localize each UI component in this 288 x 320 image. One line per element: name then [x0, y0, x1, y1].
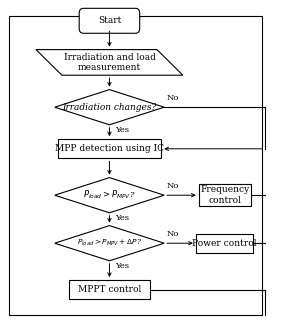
Text: No: No	[167, 94, 179, 102]
Text: $P_{load} > P_{MPV}+\Delta P$?: $P_{load} > P_{MPV}+\Delta P$?	[77, 238, 142, 248]
FancyBboxPatch shape	[69, 280, 150, 299]
Text: MPP detection using IC: MPP detection using IC	[55, 144, 164, 153]
Text: Yes: Yes	[115, 262, 129, 270]
Text: Yes: Yes	[115, 126, 129, 134]
Text: Yes: Yes	[115, 214, 129, 222]
Text: Start: Start	[98, 16, 121, 25]
Polygon shape	[55, 226, 164, 261]
Text: No: No	[167, 182, 179, 190]
Text: MPPT control: MPPT control	[78, 285, 141, 294]
Text: Power control: Power control	[192, 239, 257, 248]
FancyBboxPatch shape	[79, 8, 140, 33]
FancyBboxPatch shape	[199, 184, 251, 206]
Text: No: No	[167, 230, 179, 238]
Text: Irradiation and load
measurement: Irradiation and load measurement	[63, 53, 156, 72]
Polygon shape	[55, 90, 164, 125]
Text: Frequency
control: Frequency control	[200, 186, 249, 205]
Text: $P_{load} > P_{MPV}$?: $P_{load} > P_{MPV}$?	[83, 189, 136, 202]
FancyBboxPatch shape	[196, 234, 253, 253]
FancyBboxPatch shape	[58, 139, 161, 158]
Polygon shape	[55, 178, 164, 213]
Polygon shape	[36, 50, 183, 75]
Text: Irradiation changes?: Irradiation changes?	[62, 103, 157, 112]
